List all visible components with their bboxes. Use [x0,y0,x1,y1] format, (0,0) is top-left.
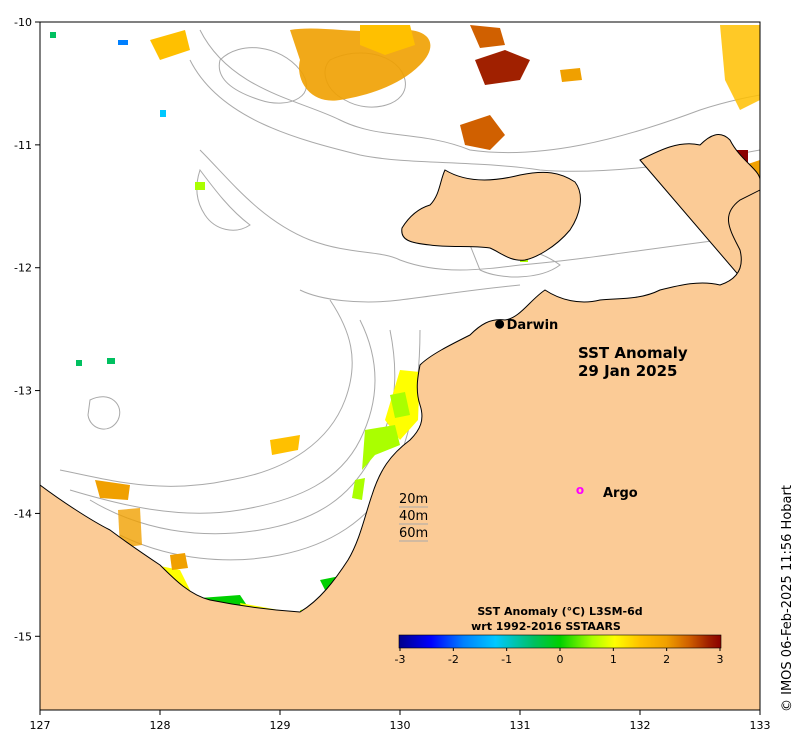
x-axis: 127 128 129 130 131 132 133 [30,710,771,732]
depth-label-40m: 40m [399,509,428,524]
y-tick-label: -11 [14,139,32,152]
y-tick-label: -10 [14,16,32,29]
x-tick-label: 128 [150,719,171,732]
colorbar-gradient [398,634,722,649]
x-tick-label: 129 [270,719,291,732]
place-label: Darwin [507,318,559,333]
colorbar-tick-label: 0 [557,653,564,666]
land [40,22,760,710]
map-title-line1: SST Anomaly [578,344,688,362]
place-dot [495,319,505,329]
colorbar-tick-label: -1 [501,653,512,666]
colorbar-tick-label: 3 [717,653,724,666]
credit-text: © IMOS 06-Feb-2025 11:56 Hobart [780,485,795,712]
depth-label-20m: 20m [399,492,428,507]
depth-legend: 20m 40m 60m [399,492,428,542]
y-tick-label: -14 [14,507,32,520]
argo-marker: o [576,483,584,497]
x-tick-label: 133 [750,719,771,732]
map-title-line2: 29 Jan 2025 [578,362,677,380]
colorbar-title-line2: wrt 1992-2016 SSTAARS [471,620,621,633]
colorbar-tick-label: 1 [610,653,617,666]
x-tick-label: 131 [510,719,531,732]
x-tick-label: 130 [390,719,411,732]
colorbar-ticks: -3 -2 -1 0 1 2 3 [395,648,724,666]
colorbar-title-line1: SST Anomaly (°C) L3SM-6d [477,605,642,618]
colorbar: SST Anomaly (°C) L3SM-6d wrt 1992-2016 S… [395,605,724,666]
y-tick-label: -12 [14,262,32,275]
depth-label-60m: 60m [399,526,428,541]
colorbar-tick-label: -2 [448,653,459,666]
x-tick-label: 132 [630,719,651,732]
x-tick-label: 127 [30,719,51,732]
place-labels: Darwin [495,318,558,333]
y-axis: -10 -11 -12 -13 -14 -15 [14,16,40,643]
argo-label: Argo [603,486,638,501]
colorbar-tick-label: -3 [395,653,406,666]
y-tick-label: -13 [14,385,32,398]
y-tick-label: -15 [14,630,32,643]
colorbar-tick-label: 2 [663,653,670,666]
